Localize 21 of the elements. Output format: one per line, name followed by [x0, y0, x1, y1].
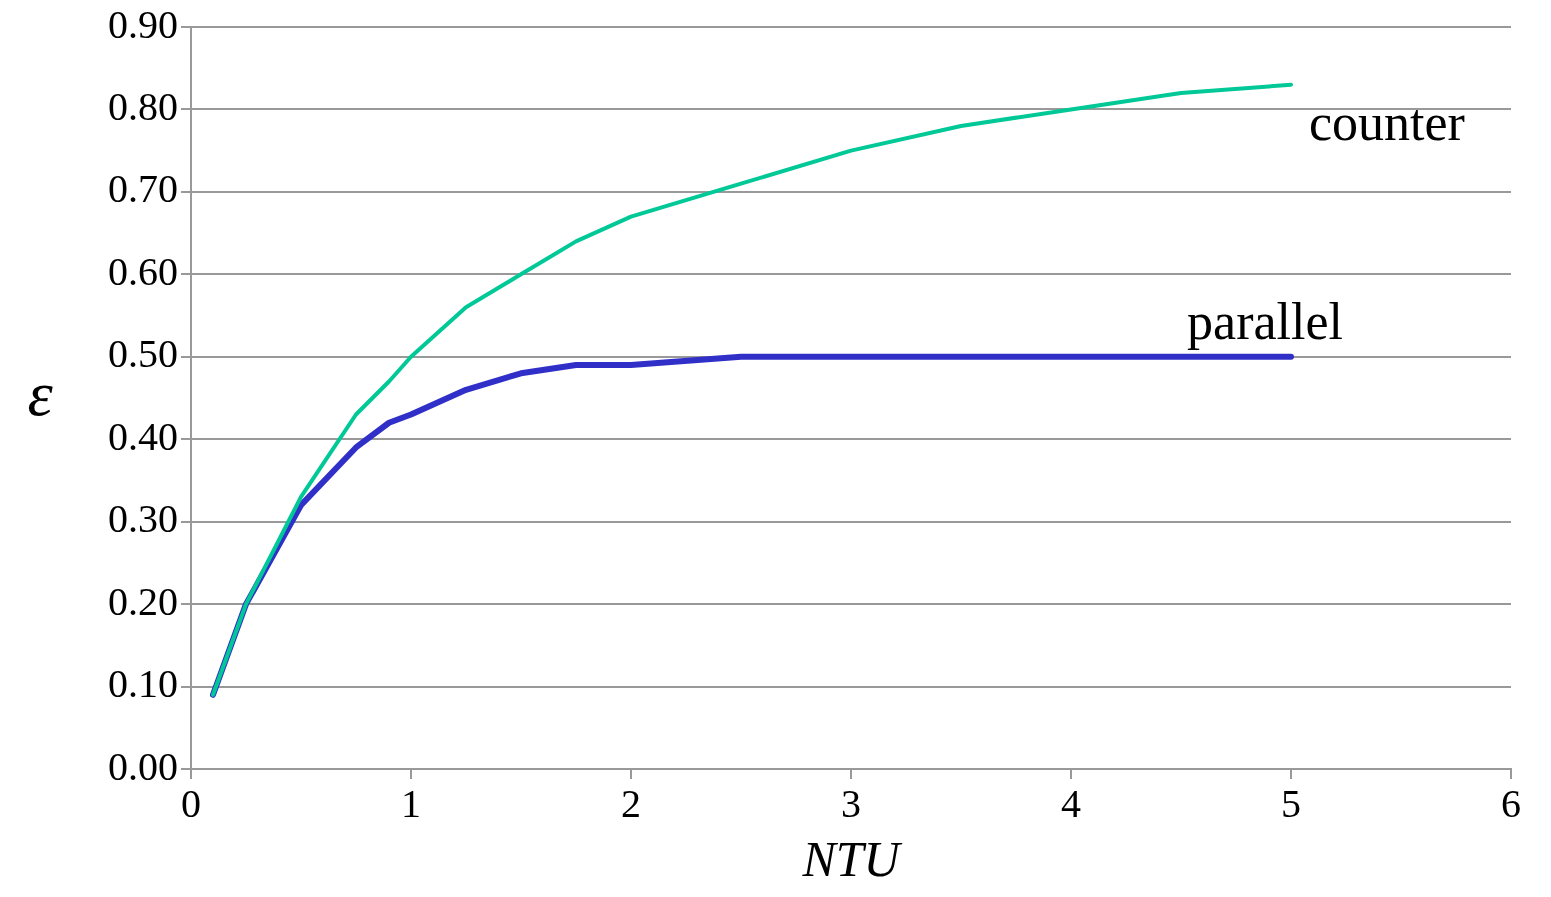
- y-tick-label: 0.90: [108, 1, 178, 47]
- y-tick-label: 0.20: [108, 578, 178, 624]
- series-label: counter: [1309, 93, 1465, 151]
- y-tick-label: 0.00: [108, 743, 178, 789]
- x-tick-label: 5: [1281, 780, 1301, 826]
- y-tick-label: 0.40: [108, 413, 178, 459]
- y-tick-label: 0.70: [108, 166, 178, 212]
- x-tick-label: 4: [1061, 780, 1081, 826]
- y-tick-label: 0.30: [108, 496, 178, 542]
- y-tick-label: 0.60: [108, 248, 178, 294]
- x-tick-label: 3: [841, 780, 861, 826]
- series-label: parallel: [1187, 292, 1343, 350]
- y-tick-label: 0.50: [108, 331, 178, 377]
- x-tick-label: 1: [401, 780, 421, 826]
- y-tick-label: 0.80: [108, 83, 178, 129]
- x-tick-label: 6: [1501, 780, 1521, 826]
- x-tick-label: 0: [181, 780, 201, 826]
- y-axis-title: ε: [27, 357, 54, 429]
- y-tick-label: 0.10: [108, 661, 178, 707]
- x-axis-title: NTU: [801, 831, 903, 888]
- x-tick-label: 2: [621, 780, 641, 826]
